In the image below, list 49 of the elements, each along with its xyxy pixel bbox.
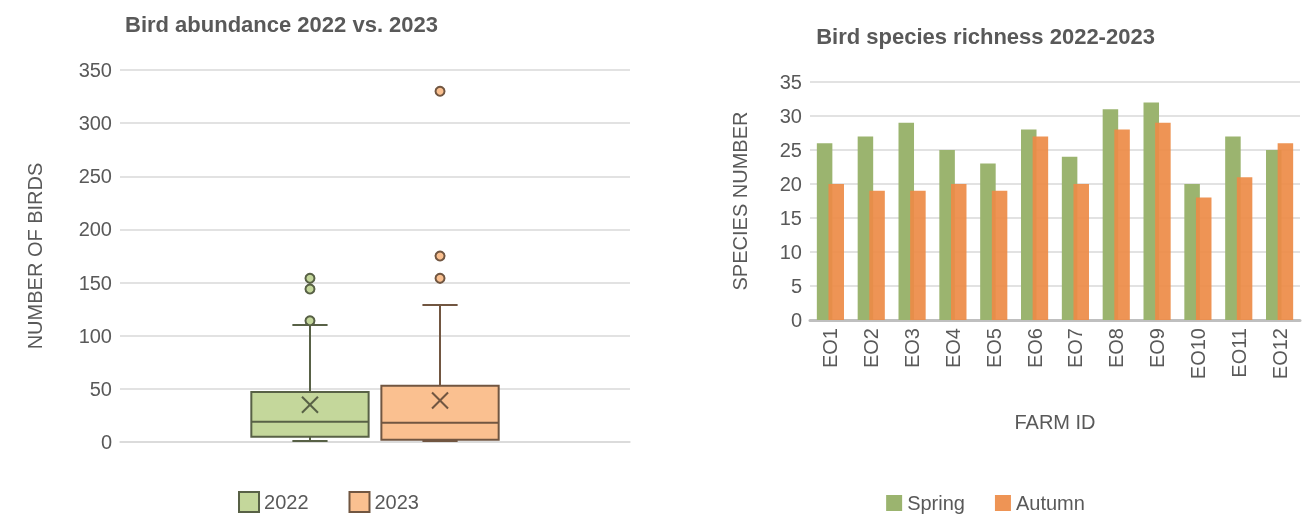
y-tick-label: 250 — [78, 165, 112, 188]
x-tick-label: EO7 — [1064, 328, 1087, 369]
y-tick-label: 5 — [790, 275, 802, 297]
bar — [1155, 122, 1171, 320]
bar — [991, 190, 1008, 320]
bar — [910, 190, 926, 320]
y-tick-label: 10 — [779, 241, 802, 263]
chart-title: Bird species richness 2022-2023 — [816, 23, 1155, 49]
x-tick-label: EO4 — [941, 328, 964, 369]
y-tick-label: 350 — [78, 59, 112, 81]
legend-label: Spring — [907, 492, 965, 514]
bar — [1073, 184, 1089, 320]
bar — [1236, 177, 1253, 320]
legend-label: Autumn — [1015, 492, 1085, 514]
y-tick-label: 50 — [89, 377, 112, 400]
y-axis-title: NUMBER OF BIRDS — [24, 162, 46, 350]
x-tick-label: EO5 — [982, 328, 1005, 369]
bar — [1195, 197, 1212, 320]
bar — [1032, 136, 1049, 320]
bar — [828, 184, 844, 320]
y-tick-label: 0 — [790, 309, 802, 331]
x-tick-label: EO8 — [1105, 328, 1128, 369]
x-tick-label: EO10 — [1186, 328, 1209, 380]
bar — [950, 184, 967, 320]
legend-label: 2023 — [374, 491, 419, 513]
x-axis-title: FARM ID — [1014, 411, 1096, 433]
x-tick-label: EO12 — [1268, 328, 1291, 380]
x-tick-label: EO6 — [1023, 328, 1046, 369]
y-tick-label: 200 — [78, 218, 112, 241]
y-tick-label: 150 — [78, 271, 112, 294]
y-tick-label: 300 — [78, 112, 112, 135]
y-tick-label: 25 — [779, 139, 802, 161]
bar — [869, 190, 885, 320]
y-tick-label: 100 — [78, 324, 112, 347]
y-tick-label: 20 — [779, 173, 802, 195]
y-tick-label: 35 — [779, 71, 802, 93]
chart-title: Bird abundance 2022 vs. 2023 — [125, 11, 439, 37]
y-tick-label: 30 — [779, 105, 802, 127]
y-tick-label: 0 — [100, 431, 112, 453]
bar — [1114, 129, 1130, 320]
bar — [1277, 143, 1294, 320]
y-axis-title: SPECIES NUMBER — [729, 111, 751, 291]
x-tick-label: EO11 — [1227, 328, 1250, 378]
x-tick-label: EO1 — [819, 328, 842, 369]
y-tick-label: 15 — [779, 207, 802, 229]
legend-label: 2022 — [264, 491, 309, 513]
x-tick-label: EO9 — [1146, 328, 1169, 369]
x-tick-label: EO2 — [860, 328, 883, 369]
x-tick-label: EO3 — [901, 328, 924, 369]
